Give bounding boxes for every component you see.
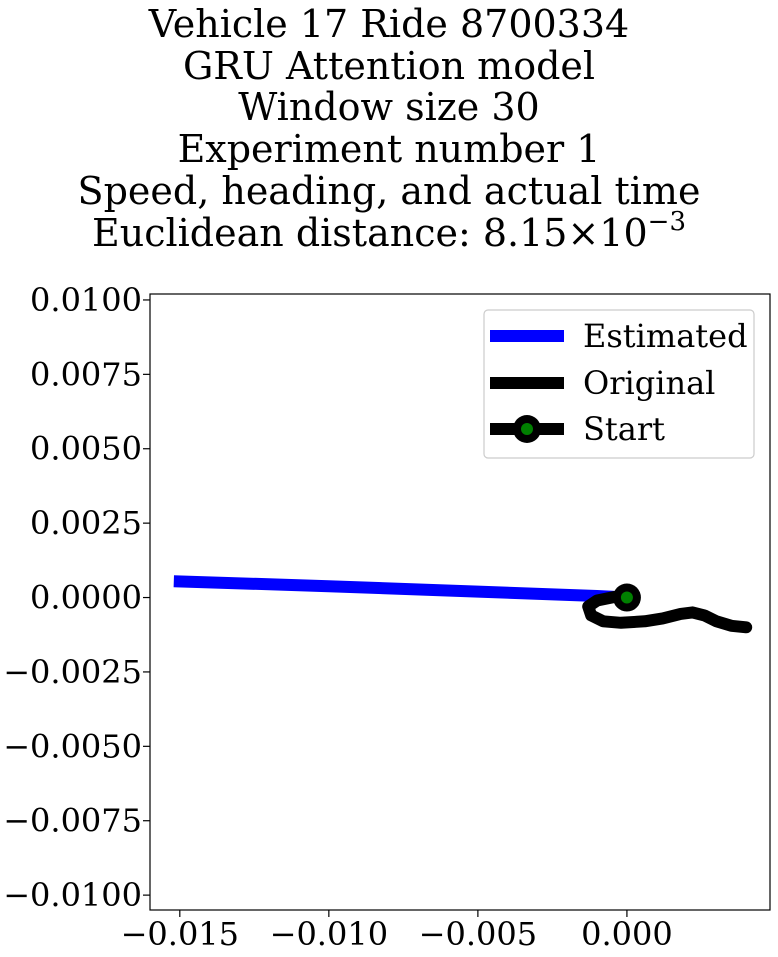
title-line: Window size 30 [238, 85, 540, 130]
series-line-estimated [173, 575, 628, 604]
title-line: Vehicle 17 Ride 8700334 [148, 2, 630, 46]
y-tick-label: 0.0025 [30, 504, 142, 542]
legend-label: Estimated [583, 317, 748, 355]
title-line: GRU Attention model [182, 43, 596, 88]
y-tick-label: 0.0050 [30, 430, 142, 468]
title-distance-text: Euclidean distance: 8.15×10 [92, 210, 648, 255]
title-distance-exponent: −3 [647, 206, 686, 237]
series-line-original [582, 590, 753, 634]
legend-label: Start [583, 410, 665, 448]
chart-title: Vehicle 17 Ride 8700334 GRU Attention mo… [0, 2, 778, 260]
y-tick-label: −0.0100 [3, 876, 142, 914]
x-tick-label: 0.000 [581, 915, 673, 953]
title-line: Speed, heading, and actual time [77, 168, 701, 213]
y-tick-label: −0.0050 [3, 727, 142, 765]
title-distance-line: Euclidean distance: 8.15×10−3 [0, 207, 778, 260]
y-tick-label: −0.0025 [3, 653, 142, 691]
y-tick-label: 0.0075 [30, 355, 142, 393]
plot-frame [149, 293, 771, 911]
legend-label: Original [583, 364, 715, 402]
y-tick-label: −0.0075 [3, 802, 142, 840]
axis-ticks: −0.015 −0.010 −0.005 0.000 0.0100 0.0075 0.005… [3, 281, 673, 953]
x-tick-label: −0.015 [121, 915, 239, 953]
legend-box [483, 309, 755, 459]
legend: Estimated Original Start [483, 309, 755, 459]
legend-start-marker-inner [521, 423, 533, 435]
x-tick-label: −0.005 [419, 915, 537, 953]
start-marker-inner [620, 591, 633, 604]
y-tick-label: 0.0000 [30, 579, 142, 617]
title-line: Experiment number 1 [177, 127, 601, 172]
x-tick-label: −0.010 [270, 915, 388, 953]
y-tick-label: 0.0100 [30, 281, 142, 319]
plot-lines [173, 575, 753, 634]
